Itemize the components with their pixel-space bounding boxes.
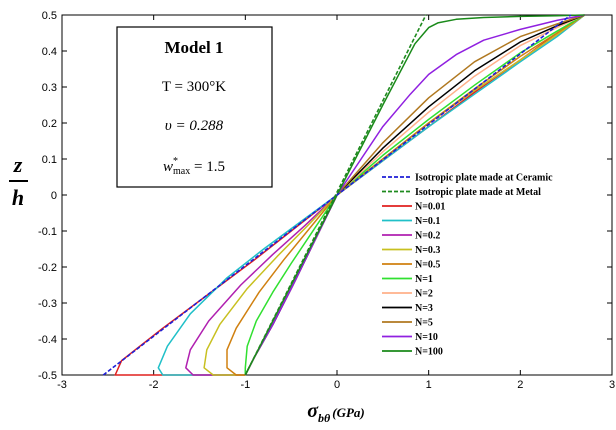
y-axis-label-numerator: z [13,152,23,177]
y-axis-label-denominator: h [12,185,24,210]
series-line [157,14,585,376]
annotation-wmax: w* max = 1.5 [163,156,225,177]
x-tick-label: 1 [426,379,432,391]
series-line [102,14,572,376]
x-tick-label: -1 [240,379,250,391]
y-tick-label: -0.5 [38,370,57,382]
annotation-poisson: υ = 0.288 [165,118,224,134]
legend-label: N=0.3 [415,245,440,256]
x-tick-label: -2 [149,379,159,391]
y-tick-label: -0.1 [38,226,57,238]
y-tick-label: 0.5 [42,10,57,22]
x-axis-label: σbθ (GPa) [307,400,365,425]
legend-label: N=2 [415,289,433,300]
series-line [244,14,427,376]
y-axis-label: z h [9,152,28,210]
annotation-box: Model 1 T = 300°K υ = 0.288 w* max = 1.5 [116,26,273,188]
x-axis-label-main: σ [307,400,319,422]
series-line [203,14,585,376]
legend: Isotropic plate made at Ceramic Isotropic… [382,173,553,358]
annotation-title: Model 1 [164,38,223,57]
legend-label: N=100 [415,347,443,358]
series-line [244,14,585,376]
x-tick-label: 3 [609,379,615,391]
legend-label: N=0.2 [415,231,440,242]
legend-label: N=1 [415,274,433,285]
annotation-temperature: T = 300°K [162,79,226,95]
y-tick-label: 0.4 [42,46,57,58]
x-axis-label-unit: (GPa) [332,405,365,420]
legend-label: N=10 [415,332,438,343]
axis-ticks: -3 -2 -1 0 1 2 3 -0.5 -0.4 -0.3 -0.2 -0.1 0 0.1 0.2 0.3… [38,10,615,391]
y-tick-label: -0.3 [38,298,57,310]
legend-label: N=0.5 [415,260,440,271]
series-line [226,14,585,376]
annotation-wmax-base: w [163,159,173,175]
y-tick-label: 0.1 [42,154,57,166]
y-tick-label: 0 [51,190,57,202]
legend-label: N=5 [415,318,433,329]
x-axis-label-sub: bθ [318,411,331,425]
x-tick-label: 2 [517,379,523,391]
x-tick-label: -3 [57,379,67,391]
y-tick-label: -0.2 [38,262,57,274]
y-tick-label: 0.3 [42,82,57,94]
annotation-wmax-sup: * [173,156,178,167]
y-tick-label: -0.4 [38,334,57,346]
legend-label: N=0.1 [415,216,440,227]
legend-label: Isotropic plate made at Ceramic [415,173,553,184]
series-lines [102,14,585,376]
annotation-wmax-sub: max [173,166,190,177]
annotation-wmax-rest: = 1.5 [190,159,225,175]
legend-label: N=3 [415,303,433,314]
legend-label: N=0.01 [415,202,445,213]
x-tick-label: 0 [334,379,340,391]
series-line [244,14,585,375]
y-tick-label: 0.2 [42,118,57,130]
legend-label: Isotropic plate made at Metal [415,187,541,198]
